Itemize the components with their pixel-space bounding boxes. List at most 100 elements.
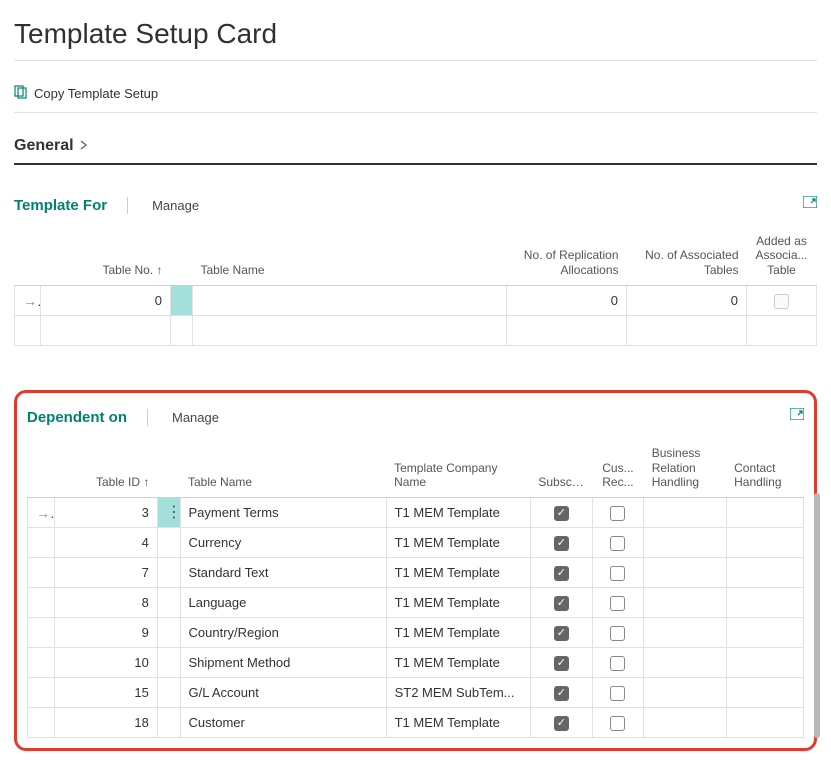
cell-subscri[interactable]: [530, 708, 592, 738]
col-template-company[interactable]: Template Company Name: [386, 442, 530, 498]
cell-table-id[interactable]: 4: [54, 528, 157, 558]
col-added-as[interactable]: Added as Associa... Table: [747, 230, 817, 286]
table-row[interactable]: [15, 316, 817, 346]
cell-table-no[interactable]: 0: [41, 286, 171, 316]
cell-business-relation[interactable]: [644, 588, 726, 618]
cell-contact-handling[interactable]: [726, 498, 803, 528]
checkbox[interactable]: [554, 596, 569, 611]
cell-business-relation[interactable]: [644, 498, 726, 528]
cell-table-name[interactable]: Payment Terms: [180, 498, 386, 528]
checkbox[interactable]: [610, 596, 625, 611]
cell-contact-handling[interactable]: [726, 558, 803, 588]
table-row[interactable]: 8 LanguageT1 MEM Template: [28, 588, 804, 618]
checkbox[interactable]: [554, 566, 569, 581]
cell-table-name[interactable]: Shipment Method: [180, 648, 386, 678]
selected-cell[interactable]: [171, 286, 193, 316]
cell-contact-handling[interactable]: [726, 648, 803, 678]
copy-template-action[interactable]: Copy Template Setup: [14, 85, 158, 102]
table-row[interactable]: 10Shipment MethodT1 MEM Template: [28, 648, 804, 678]
cell-business-relation[interactable]: [644, 558, 726, 588]
cell-business-relation[interactable]: [644, 618, 726, 648]
cell-table-name[interactable]: Currency: [180, 528, 386, 558]
cell-cus-rec[interactable]: [592, 708, 644, 738]
cell-cus-rec[interactable]: [592, 558, 644, 588]
checkbox[interactable]: [610, 656, 625, 671]
cell-cus-rec[interactable]: [592, 678, 644, 708]
dependent-on-manage[interactable]: Manage: [172, 410, 219, 425]
cell-table-id[interactable]: 9: [54, 618, 157, 648]
row-actions-cell[interactable]: [157, 528, 180, 558]
table-row[interactable]: 15 G/L AccountST2 MEM SubTem...: [28, 678, 804, 708]
cell-business-relation[interactable]: [644, 678, 726, 708]
checkbox[interactable]: [554, 626, 569, 641]
cell-business-relation[interactable]: [644, 708, 726, 738]
cell-subscri[interactable]: [530, 528, 592, 558]
checkbox[interactable]: [610, 536, 625, 551]
col-repl-alloc[interactable]: No. of Replication Allocations: [507, 230, 627, 286]
checkbox[interactable]: [610, 506, 625, 521]
general-section-header[interactable]: General: [14, 129, 817, 165]
cell-table-name[interactable]: [193, 286, 507, 316]
cell-template-company[interactable]: T1 MEM Template: [386, 618, 530, 648]
row-actions-cell[interactable]: [157, 618, 180, 648]
col-business-rel[interactable]: Business Relation Handling: [644, 442, 726, 498]
cell-table-id[interactable]: 15: [54, 678, 157, 708]
col-table-name[interactable]: Table Name: [180, 442, 386, 498]
checkbox[interactable]: [610, 686, 625, 701]
cell-business-relation[interactable]: [644, 528, 726, 558]
col-subscri[interactable]: Subscri...: [530, 442, 592, 498]
cell-subscri[interactable]: [530, 678, 592, 708]
table-row[interactable]: 18CustomerT1 MEM Template: [28, 708, 804, 738]
cell-contact-handling[interactable]: [726, 528, 803, 558]
cell-cus-rec[interactable]: [592, 498, 644, 528]
cell-subscri[interactable]: [530, 558, 592, 588]
row-actions-cell[interactable]: [157, 558, 180, 588]
scrollbar[interactable]: [814, 493, 820, 738]
table-row[interactable]: 9Country/RegionT1 MEM Template: [28, 618, 804, 648]
cell-table-id[interactable]: 3: [54, 498, 157, 528]
checkbox[interactable]: [554, 686, 569, 701]
cell-assoc-tables[interactable]: 0: [627, 286, 747, 316]
cell-cus-rec[interactable]: [592, 648, 644, 678]
cell-table-id[interactable]: 7: [54, 558, 157, 588]
cell-template-company[interactable]: ST2 MEM SubTem...: [386, 678, 530, 708]
template-for-grid[interactable]: Table No. ↑ Table Name No. of Replicatio…: [14, 230, 817, 346]
cell-subscri[interactable]: [530, 498, 592, 528]
table-row[interactable]: →3⋮Payment TermsT1 MEM Template: [28, 498, 804, 528]
expand-icon[interactable]: [790, 407, 804, 424]
cell-repl-alloc[interactable]: 0: [507, 286, 627, 316]
checkbox[interactable]: [610, 626, 625, 641]
col-contact[interactable]: Contact Handling: [726, 442, 803, 498]
col-table-no[interactable]: Table No. ↑: [41, 230, 171, 286]
cell-contact-handling[interactable]: [726, 588, 803, 618]
cell-template-company[interactable]: T1 MEM Template: [386, 498, 530, 528]
cell-template-company[interactable]: T1 MEM Template: [386, 528, 530, 558]
cell-template-company[interactable]: T1 MEM Template: [386, 558, 530, 588]
cell-table-id[interactable]: 8: [54, 588, 157, 618]
row-actions-cell[interactable]: [157, 708, 180, 738]
dependent-on-grid[interactable]: Table ID ↑ Table Name Template Company N…: [27, 442, 804, 738]
cell-contact-handling[interactable]: [726, 618, 803, 648]
template-for-manage[interactable]: Manage: [152, 198, 199, 213]
checkbox[interactable]: [610, 716, 625, 731]
cell-cus-rec[interactable]: [592, 528, 644, 558]
cell-template-company[interactable]: T1 MEM Template: [386, 648, 530, 678]
col-table-id[interactable]: Table ID ↑: [54, 442, 157, 498]
row-actions-cell[interactable]: [157, 678, 180, 708]
cell-table-name[interactable]: G/L Account: [180, 678, 386, 708]
checkbox[interactable]: [610, 566, 625, 581]
cell-table-id[interactable]: 18: [54, 708, 157, 738]
row-actions-cell[interactable]: [157, 588, 180, 618]
expand-icon[interactable]: [803, 195, 817, 212]
cell-table-name[interactable]: Standard Text: [180, 558, 386, 588]
checkbox[interactable]: [554, 506, 569, 521]
cell-subscri[interactable]: [530, 618, 592, 648]
col-cus-rec[interactable]: Cus... Rec...: [592, 442, 644, 498]
cell-table-name[interactable]: Language: [180, 588, 386, 618]
cell-template-company[interactable]: T1 MEM Template: [386, 588, 530, 618]
cell-cus-rec[interactable]: [592, 618, 644, 648]
cell-contact-handling[interactable]: [726, 678, 803, 708]
cell-cus-rec[interactable]: [592, 588, 644, 618]
table-row[interactable]: 4 CurrencyT1 MEM Template: [28, 528, 804, 558]
col-table-name[interactable]: Table Name: [193, 230, 507, 286]
